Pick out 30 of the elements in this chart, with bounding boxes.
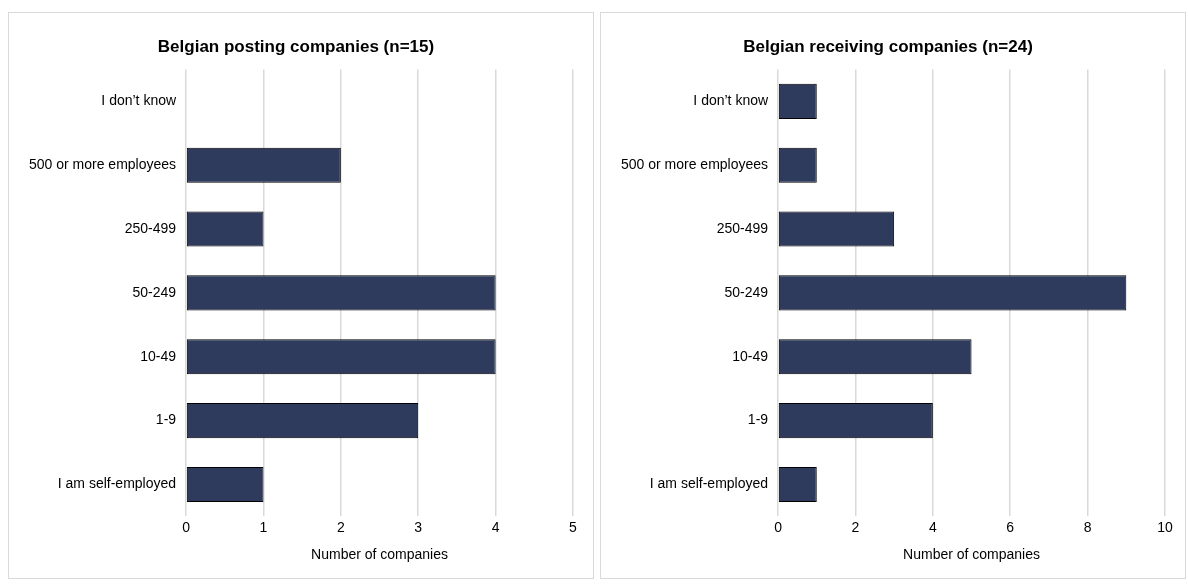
x-tick-label: 4: [928, 518, 937, 535]
y-tick-label: 10-49: [140, 347, 177, 364]
y-tick-label: I don’t know: [101, 92, 177, 109]
y-tick-label: 50-249: [724, 283, 769, 300]
y-tick-label: 500 or more employees: [29, 156, 177, 173]
chart-title: Belgian posting companies (n=15): [157, 36, 435, 56]
x-tick-label: 0: [774, 518, 783, 535]
x-tick-label: 2: [336, 518, 345, 535]
x-tick-label: 4: [491, 518, 500, 535]
chart-title: Belgian receiving companies (n=24): [743, 36, 1033, 56]
y-tick-label: I am self-employed: [649, 475, 769, 492]
y-tick-label: 1-9: [155, 411, 177, 428]
x-tick-label: 1: [259, 518, 268, 535]
y-tick-label: 1-9: [747, 411, 769, 428]
y-tick-label: 50-249: [132, 283, 177, 300]
y-tick-label: I don’t know: [693, 92, 769, 109]
x-tick-label: 5: [569, 518, 578, 535]
x-axis-title: Number of companies: [311, 546, 449, 563]
y-tick-label: 250-499: [124, 219, 177, 236]
x-tick-label: 10: [1157, 518, 1173, 535]
x-tick-label: 3: [414, 518, 423, 535]
x-tick-label: 8: [1083, 518, 1092, 535]
x-axis-title: Number of companies: [903, 546, 1041, 563]
y-tick-label: 250-499: [716, 219, 769, 236]
y-tick-label: 500 or more employees: [621, 156, 769, 173]
y-tick-label: I am self-employed: [57, 475, 177, 492]
x-tick-label: 2: [851, 518, 860, 535]
x-tick-label: 6: [1006, 518, 1015, 535]
y-tick-label: 10-49: [732, 347, 769, 364]
x-tick-label: 0: [182, 518, 191, 535]
